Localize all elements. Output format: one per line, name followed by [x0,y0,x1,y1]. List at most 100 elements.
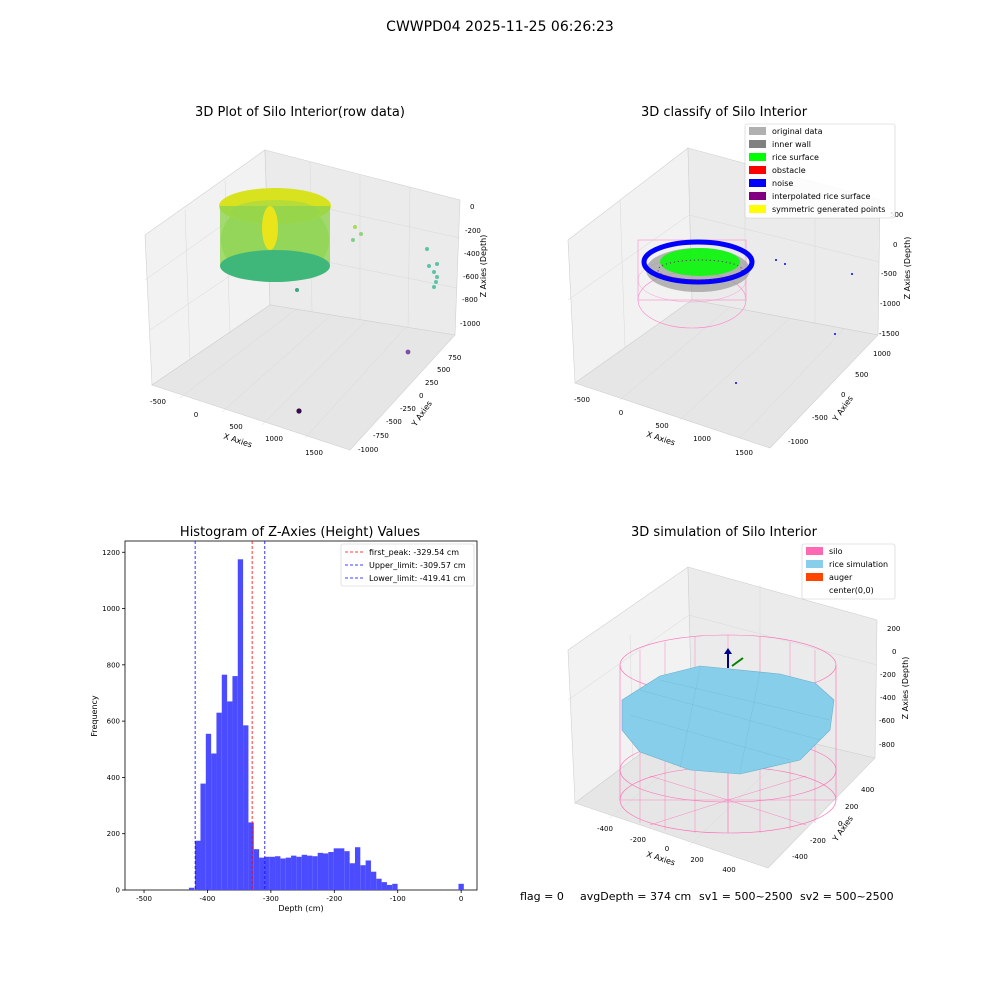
simulation-z-tick: -200 [880,671,896,679]
histogram-bar [307,855,313,890]
histogram-x-tick-label: -500 [136,895,152,903]
simulation-3d-panel: 3D simulation of Silo Interior [567,525,910,874]
simulation-x-tick: 200 [690,856,703,864]
histogram-y-ticks: 0 200 400 600 800 1000 1200 [102,549,125,895]
classify-legend-label: symmetric generated points [772,205,885,214]
auger-marker [724,648,744,668]
classify-legend-label: interpolated rice surface [772,192,870,201]
histogram-bar [216,712,222,890]
histogram-x-tick-label: -400 [200,895,216,903]
raw-z-tick: -600 [463,273,479,281]
histogram-y-axis-label: Frequency [90,695,99,737]
classify-x-tick: 1000 [693,435,711,443]
histogram-reference-lines [194,541,266,890]
histogram-bar [291,855,297,890]
raw-y-tick: -250 [400,405,416,413]
classify-point-cloud [637,239,853,384]
histogram-x-axis-label: Depth (cm) [278,904,323,913]
classify-noise-points [735,259,853,384]
rice-surface-mesh [629,667,831,773]
simulation-legend-swatch [806,573,823,581]
histogram-bar [323,853,329,890]
classify-floor [574,299,879,449]
classify-legend-swatch [749,166,766,174]
simulation-legend-frame [801,543,896,600]
classify-legend-frame [744,123,896,219]
classify-z-ticks: 500 0 -500 -1000 -1500 [879,211,903,338]
classify-y-tick: 500 [855,371,868,379]
classify-legend-label: noise [772,179,793,188]
simulation-y-tick: 200 [845,803,858,811]
simulation-panel-title: 3D simulation of Silo Interior [631,525,818,540]
simulation-z-ticks: 200 0 -200 -400 -600 -800 [879,625,900,749]
raw-z-tick: -400 [464,250,480,258]
histogram-bar [211,753,217,890]
histogram-bar [381,882,387,890]
histogram-bar [349,863,355,890]
histogram-bar [392,883,398,890]
raw-y-tick: 750 [448,354,461,362]
classify-z-tick: 0 [893,241,897,249]
histogram-bar [243,725,249,890]
histogram-y-tick-label: 0 [116,887,120,895]
classify-y-tick: 1000 [873,350,891,358]
simulation-x-tick: -200 [630,836,646,844]
simulation-z-tick: 200 [887,625,900,633]
classify-legend-swatch [749,192,766,200]
histogram-y-tick-label: 600 [107,718,120,726]
raw-x-tick: -500 [150,398,166,406]
simulation-y-axis-label: Y Axies [830,814,855,844]
classify-legend: original data inner wall rice surface obsta… [744,123,896,219]
histogram-legend-frame [340,543,475,587]
histogram-bar [301,854,308,890]
histogram-legend: first_peak: -329.54 cm Upper_limit: -309.… [340,543,475,587]
figure-title: CWWPD04 2025-11-25 06:26:23 [386,19,614,35]
status-footer: flag = 0 avgDepth = 374 cm sv1 = 500~250… [520,890,894,903]
raw-data-3d-panel: 3D Plot of Silo Interior(row data) [144,105,488,457]
classify-z-tick: 500 [890,211,903,219]
raw-z-tick: -200 [465,227,481,235]
simulation-legend-label: auger [829,573,853,582]
classify-z-tick: -1500 [879,330,899,338]
histogram-bar [253,849,260,890]
classify-3d-panel: 3D classify of Silo Interior [567,105,912,457]
classify-y-tick: -500 [812,414,828,422]
histogram-x-ticks: -500 -400 -300 -200 -100 0 [136,890,463,903]
classify-panel-title: 3D classify of Silo Interior [641,105,808,120]
raw-x-tick: 1500 [305,449,323,457]
simulation-legend-label: silo [829,547,843,556]
histogram-legend-label: first_peak: -329.54 cm [369,548,459,557]
classify-y-tick: 0 [841,391,845,399]
histogram-x-tick-label: -200 [326,895,342,903]
classify-x-tick: 0 [619,409,623,417]
simulation-x-tick: 400 [722,866,735,874]
simulation-z-tick: -400 [880,694,896,702]
classify-legend-label: obstacle [772,166,806,175]
raw-y-tick: -1000 [358,446,378,454]
histogram-y-tick-label: 1000 [102,605,120,613]
histogram-legend-label: Upper_limit: -309.57 cm [369,561,466,570]
raw-cylinder-bottom [220,250,330,282]
raw-x-axis-label: X Axies [222,432,253,450]
histogram-bar [317,852,324,890]
simulation-legend-label: rice simulation [829,560,888,569]
raw-y-tick: 0 [419,392,423,400]
raw-x-ticks: -500 0 500 1000 1500 [150,398,323,457]
histogram-bar [237,559,244,890]
histogram-bar [205,733,212,890]
raw-z-tick: 0 [470,203,474,211]
histogram-bar [200,783,206,890]
raw-x-tick: 0 [194,411,198,419]
raw-y-tick: -750 [373,432,389,440]
histogram-bar [360,865,366,890]
raw-center-obstacle [262,206,278,250]
simulation-x-tick: 0 [665,845,669,853]
classify-legend-label: inner wall [772,140,811,149]
simulation-legend-label: center(0,0) [829,586,874,595]
sv2-text: sv2 = 500~2500 [800,890,894,903]
avg-depth-text: avgDepth = 374 cm [580,890,691,903]
flag-text: flag = 0 [520,890,564,903]
sv1-text: sv1 = 500~2500 [699,890,793,903]
classify-z-tick: -500 [881,270,897,278]
